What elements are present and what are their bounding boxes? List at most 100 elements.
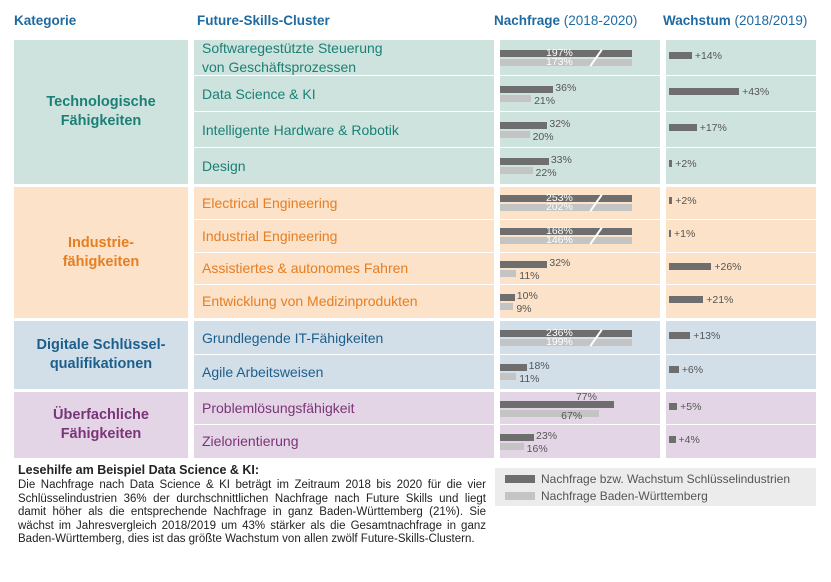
note-title: Lesehilfe am Beispiel Data Science & KI:	[18, 463, 260, 477]
cluster-name-line: Problemlösungsfähigkeit	[202, 400, 355, 416]
cluster-name: Assistiertes & autonomes Fahren	[202, 253, 408, 286]
legend-item-industrie: Nachfrage bzw. Wachstum Schlüsselindustr…	[505, 472, 790, 486]
cluster-name: Data Science & KI	[202, 76, 316, 112]
row-cell-bg	[194, 285, 494, 318]
bar-wachstum	[669, 262, 712, 270]
cluster-name: Zielorientierung	[202, 425, 299, 458]
bar-wachstum	[669, 124, 697, 131]
label-wachstum: +1%	[674, 228, 696, 241]
cluster-name: Grundlegende IT-Fähigkeiten	[202, 321, 383, 355]
label-nachfrage-bw: 202%	[546, 201, 573, 214]
category-band: Technologische Fähigkeiten Softwaregestütz…	[14, 40, 816, 184]
header-cluster: Future-Skills-Cluster	[197, 13, 330, 28]
legend-label-bw: Nachfrage Baden-Württemberg	[541, 489, 708, 503]
bar-nachfrage-bw	[500, 237, 632, 245]
label-nachfrage-industrie: 32%	[549, 256, 571, 269]
label-wachstum: +5%	[680, 400, 702, 413]
bar-wachstum	[669, 332, 691, 339]
row-cell-bg	[666, 148, 816, 184]
header-wachstum: Wachstum (2018/2019)	[663, 13, 807, 28]
bar-wachstum	[669, 88, 740, 95]
row-cell-bg	[666, 425, 816, 458]
table-row	[194, 187, 816, 220]
note-text: Die Nachfrage nach Data Science & KI bet…	[18, 479, 486, 546]
cluster-name: Entwicklung von Medizinprodukten	[202, 285, 418, 318]
label-nachfrage-industrie: 32%	[549, 118, 571, 130]
row-cell-bg	[194, 355, 494, 389]
row-cell-bg	[500, 355, 660, 389]
label-wachstum: +4%	[678, 433, 700, 446]
row-cell-bg	[194, 425, 494, 458]
row-cell-bg	[666, 219, 816, 253]
label-wachstum: +26%	[714, 260, 742, 273]
table-row	[194, 355, 816, 389]
row-cell-bg	[500, 187, 660, 220]
category-label-line: Industrie-	[67, 234, 135, 251]
cluster-name: Softwaregestützte Steuerung von Geschäfts…	[202, 40, 383, 76]
bar-nachfrage-industrie	[500, 330, 632, 337]
cluster-name-text: Data Science & KI	[202, 85, 316, 104]
row-cell-bg	[194, 40, 494, 76]
label-nachfrage-bw: 11%	[519, 269, 540, 282]
row-cell-bg	[500, 321, 660, 355]
legend-swatch-light	[505, 492, 535, 500]
label-nachfrage-industrie: 18%	[528, 360, 550, 372]
category-label-line: qualifikationen	[49, 356, 153, 372]
bar-nachfrage-industrie	[500, 364, 527, 371]
label-nachfrage-bw: 199%	[546, 336, 573, 348]
bar-nachfrage-bw	[500, 167, 533, 174]
bar-nachfrage-bw	[500, 59, 632, 66]
table-row	[194, 76, 816, 112]
label-nachfrage-industrie: 236%	[546, 327, 573, 339]
row-cell-bg	[194, 76, 494, 112]
label-wachstum: +2%	[675, 158, 697, 170]
category-label: Digitale Schlüssel-qualifikationen	[14, 321, 188, 389]
bar-nachfrage-bw	[500, 302, 514, 310]
category-label-line: Technologische	[46, 94, 156, 110]
bar-nachfrage-industrie	[500, 86, 554, 93]
label-nachfrage-bw: 16%	[526, 442, 548, 455]
category-label: Überfachliche Fähigkeiten	[14, 392, 188, 458]
row-cell-bg	[500, 425, 660, 458]
bar-nachfrage-bw	[500, 339, 632, 346]
cluster-name: Industrial Engineering	[202, 220, 337, 253]
cluster-name-text: Electrical Engineering	[202, 194, 337, 213]
row-cell-bg	[666, 321, 816, 355]
cluster-name-text: Design	[202, 157, 246, 176]
bar-nachfrage-bw	[500, 131, 530, 138]
cluster-name-line: Industrial Engineering	[202, 227, 338, 244]
cluster-name-line: Entwicklung von Medizinprodukten	[202, 293, 418, 310]
category-label-line: Fähigkeiten	[60, 113, 142, 129]
bar-wachstum	[669, 197, 673, 205]
label-wachstum: +21%	[706, 293, 734, 306]
label-wachstum: +17%	[699, 122, 727, 134]
label-nachfrage-industrie: 33%	[550, 154, 572, 166]
legend-swatch-dark	[505, 475, 535, 483]
bar-nachfrage-industrie	[500, 50, 632, 57]
category-label-text: Technologische Fähigkeiten	[46, 93, 155, 131]
category-label: Technologische Fähigkeiten	[14, 40, 188, 184]
label-nachfrage-industrie: 36%	[555, 82, 577, 94]
cluster-name-text: Entwicklung von Medizinprodukten	[202, 292, 418, 311]
cluster-name-text: Agile Arbeitsweisen	[202, 363, 323, 382]
cluster-name: Intelligente Hardware & Robotik	[202, 112, 399, 148]
label-nachfrage-bw: 11%	[519, 373, 540, 385]
category-band: Überfachliche Fähigkeiten Problemlösungsfä…	[14, 391, 816, 458]
category-label-text: Überfachliche Fähigkeiten	[53, 406, 149, 444]
bar-nachfrage-industrie	[500, 400, 614, 408]
cluster-name: Agile Arbeitsweisen	[202, 355, 323, 389]
row-cell-bg	[500, 219, 660, 253]
label-nachfrage-industrie: 197%	[546, 47, 573, 59]
category-band: Digitale Schlüssel-qualifikationen Grundl…	[14, 321, 816, 389]
label-nachfrage-bw: 20%	[532, 131, 554, 143]
row-cell-bg	[194, 187, 494, 220]
bar-wachstum	[669, 160, 673, 167]
category-label-line: Digitale Schlüssel-	[36, 337, 166, 353]
label-nachfrage-bw: 9%	[516, 302, 532, 315]
bar-wachstum	[669, 366, 679, 373]
label-nachfrage-industrie: 10%	[516, 289, 538, 302]
cluster-name-line: Zielorientierung	[202, 433, 299, 449]
label-wachstum: +14%	[694, 50, 722, 62]
label-nachfrage-industrie: 23%	[536, 429, 558, 442]
row-cell-bg	[500, 112, 660, 148]
